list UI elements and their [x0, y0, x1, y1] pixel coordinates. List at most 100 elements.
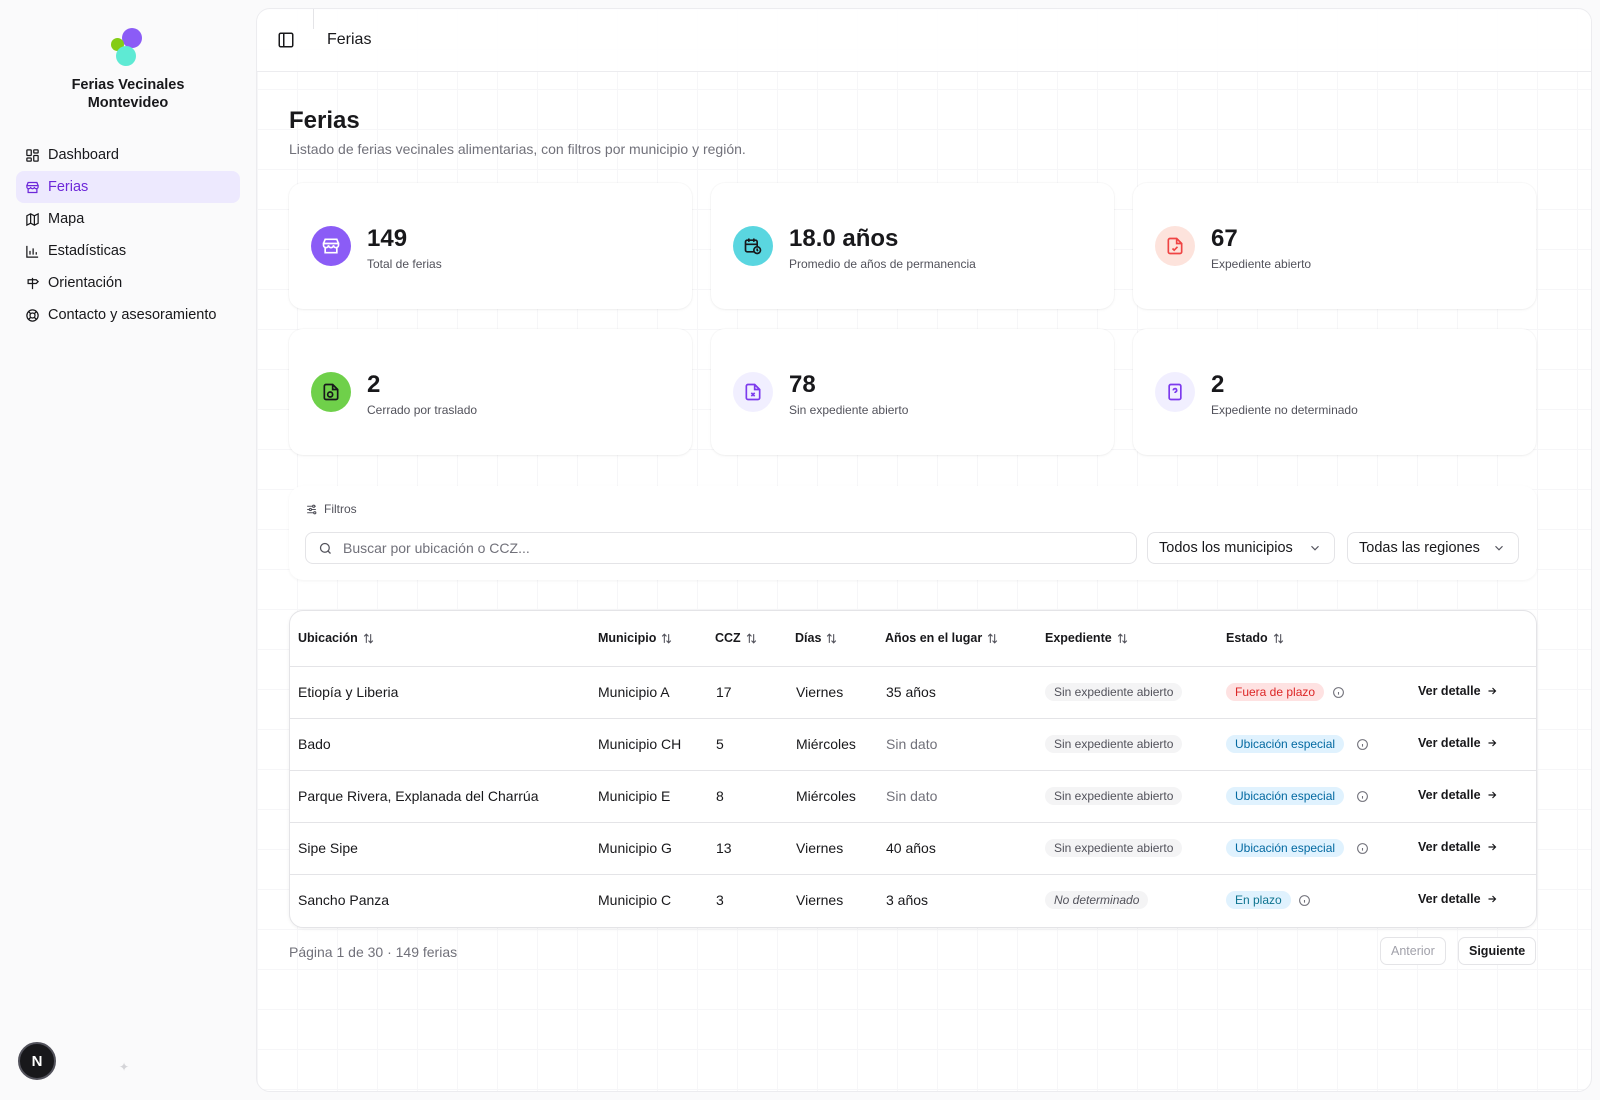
stat-label: Cerrado por traslado [367, 403, 478, 417]
stat-card-total: 149 Total de ferias [289, 183, 692, 309]
chevron-down-icon [1492, 541, 1506, 555]
stat-value: 2 [1211, 371, 1225, 398]
signpost-icon [24, 275, 40, 291]
stat-label: Promedio de años de permanencia [789, 257, 976, 271]
prev-page-button[interactable]: Anterior [1380, 937, 1446, 965]
region-select[interactable]: Todas las regiones [1347, 532, 1519, 564]
sidebar-item-orientacion[interactable]: Orientación [16, 267, 240, 299]
cell-dias: Viernes [796, 840, 844, 856]
info-icon[interactable] [1298, 894, 1311, 907]
header-title: Ferias [327, 31, 372, 48]
sidebar-item-contacto[interactable]: Contacto y asesoramiento [16, 299, 240, 331]
sort-icon [660, 632, 673, 645]
stat-card-promedio: 18.0 años Promedio de años de permanenci… [711, 183, 1114, 309]
user-avatar[interactable]: N [18, 1042, 56, 1080]
cell-anios: 35 años [886, 684, 936, 700]
cell-dias: Miércoles [796, 736, 856, 752]
sidebar-item-label: Orientación [48, 275, 123, 291]
column-anios[interactable]: Años en el lugar [885, 631, 999, 645]
detail-label: Ver detalle [1418, 788, 1481, 802]
sort-icon [825, 632, 838, 645]
top-bar: Ferias [257, 9, 1591, 72]
sort-icon [745, 632, 758, 645]
column-label: Expediente [1045, 631, 1112, 645]
stat-card-sin-expediente: 78 Sin expediente abierto [711, 329, 1114, 455]
cell-ubicacion: Parque Rivera, Explanada del Charrúa [298, 788, 539, 804]
stat-label: Expediente no determinado [1211, 403, 1358, 417]
expediente-badge: Sin expediente abierto [1045, 683, 1183, 701]
info-icon[interactable] [1356, 738, 1369, 751]
stat-value: 67 [1211, 225, 1238, 252]
municipio-select-value: Todos los municipios [1159, 540, 1293, 556]
column-label: CCZ [715, 631, 741, 645]
detail-label: Ver detalle [1418, 684, 1481, 698]
column-dias[interactable]: Días [795, 631, 838, 645]
stat-value: 2 [367, 371, 381, 398]
brand-logo [108, 26, 148, 70]
table-row: Sipe Sipe Municipio G 13 Viernes 40 años… [290, 823, 1536, 875]
estado-badge: Ubicación especial [1226, 839, 1345, 857]
column-ubicacion[interactable]: Ubicación [298, 631, 375, 645]
column-label: Municipio [598, 631, 657, 645]
info-icon[interactable] [1356, 842, 1369, 855]
cell-ubicacion: Bado [298, 736, 331, 752]
column-estado[interactable]: Estado [1226, 631, 1285, 645]
calendar-clock-icon [733, 226, 773, 266]
sidebar-item-label: Estadísticas [48, 243, 127, 259]
expediente-badge: Sin expediente abierto [1045, 787, 1183, 805]
search-input[interactable] [343, 540, 1103, 556]
pagination-info: Página 1 de 30 · 149 ferias [289, 944, 458, 960]
sidebar-item-estadisticas[interactable]: Estadísticas [16, 235, 240, 267]
municipio-select[interactable]: Todos los municipios [1147, 532, 1335, 564]
sort-icon [362, 632, 375, 645]
sidebar-toggle-icon[interactable] [277, 31, 295, 49]
sidebar-item-label: Ferias [48, 179, 89, 195]
column-expediente[interactable]: Expediente [1045, 631, 1129, 645]
detail-label: Ver detalle [1418, 736, 1481, 750]
arrow-right-icon [1486, 893, 1498, 905]
cell-anios: 40 años [886, 840, 936, 856]
file-check-icon [1155, 226, 1195, 266]
expediente-badge: Sin expediente abierto [1045, 735, 1183, 753]
ver-detalle-link[interactable]: Ver detalle [1418, 788, 1498, 802]
next-page-button[interactable]: Siguiente [1458, 937, 1537, 965]
search-icon [318, 541, 333, 556]
sidebar-item-label: Contacto y asesoramiento [48, 307, 217, 323]
ver-detalle-link[interactable]: Ver detalle [1418, 840, 1498, 854]
cell-ccz: 8 [716, 788, 724, 804]
sidebar-item-dashboard[interactable]: Dashboard [16, 139, 240, 171]
lifebuoy-icon [24, 307, 40, 323]
sidebar-item-label: Dashboard [48, 147, 119, 163]
column-municipio[interactable]: Municipio [598, 631, 673, 645]
ver-detalle-link[interactable]: Ver detalle [1418, 892, 1498, 906]
info-icon[interactable] [1332, 686, 1345, 699]
store-icon [24, 179, 40, 195]
map-icon [24, 211, 40, 227]
arrow-right-icon [1486, 685, 1498, 697]
table-row: Bado Municipio CH 5 Miércoles Sin dato S… [290, 719, 1536, 771]
sidebar-nav: Dashboard Ferias Mapa Estadísticas Orien… [16, 139, 240, 331]
search-box[interactable] [305, 532, 1137, 564]
stat-value: 18.0 años [789, 225, 899, 252]
column-label: Ubicación [298, 631, 358, 645]
sort-icon [1272, 632, 1285, 645]
column-ccz[interactable]: CCZ [715, 631, 758, 645]
brand-name: Ferias Vecinales Montevideo [0, 76, 256, 112]
bar-chart-icon [24, 243, 40, 259]
arrow-right-icon [1486, 789, 1498, 801]
table-row: Etiopía y Liberia Municipio A 17 Viernes… [290, 667, 1536, 719]
filters-header: Filtros [305, 502, 357, 516]
stat-value: 149 [367, 225, 408, 252]
cell-ubicacion: Sipe Sipe [298, 840, 358, 856]
stat-label: Sin expediente abierto [789, 403, 909, 417]
sidebar-item-mapa[interactable]: Mapa [16, 203, 240, 235]
store-icon [311, 226, 351, 266]
file-question-icon [1155, 372, 1195, 412]
arrow-right-icon [1486, 841, 1498, 853]
sidebar-item-ferias[interactable]: Ferias [16, 171, 240, 203]
info-icon[interactable] [1356, 790, 1369, 803]
ver-detalle-link[interactable]: Ver detalle [1418, 736, 1498, 750]
estado-badge: Fuera de plazo [1226, 683, 1325, 701]
ver-detalle-link[interactable]: Ver detalle [1418, 684, 1498, 698]
cell-anios: Sin dato [886, 736, 938, 752]
